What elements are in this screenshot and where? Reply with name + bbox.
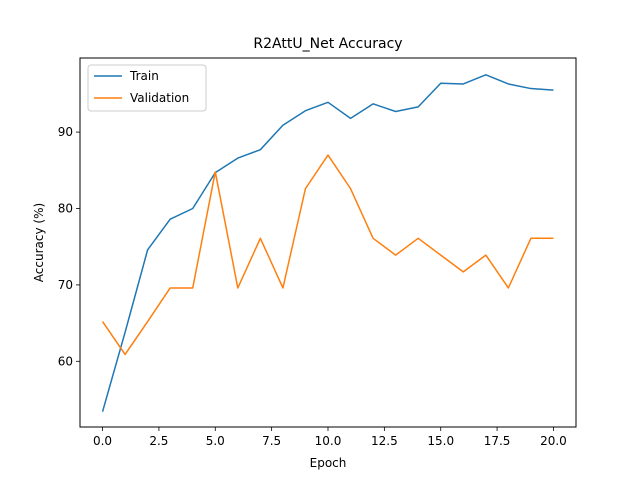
x-tick-label: 5.0 <box>206 434 225 448</box>
plot-frame <box>79 57 577 428</box>
x-tick-label: 2.5 <box>149 434 168 448</box>
y-axis: 60 70 80 90 <box>58 125 80 368</box>
x-tick-label: 12.5 <box>371 434 398 448</box>
y-tick-label: 90 <box>58 125 73 139</box>
legend-label: Validation <box>130 91 189 105</box>
y-tick-label: 80 <box>58 202 73 216</box>
chart-title: R2AttU_Net Accuracy <box>253 36 402 52</box>
x-tick-label: 15.0 <box>427 434 454 448</box>
y-tick-label: 60 <box>58 354 73 368</box>
x-tick-label: 20.0 <box>540 434 567 448</box>
x-axis-label: Epoch <box>310 456 347 470</box>
y-axis-label: Accuracy (%) <box>32 203 46 282</box>
x-tick-label: 0.0 <box>93 434 112 448</box>
series-lines <box>101 74 554 412</box>
y-tick-label: 70 <box>58 278 73 292</box>
legend: Train Validation <box>87 64 207 112</box>
x-tick-label: 10.0 <box>315 434 342 448</box>
legend-label: Train <box>129 69 159 83</box>
x-axis: 0.0 2.5 5.0 7.5 10.0 12.5 15.0 17.5 20.0 <box>93 427 567 448</box>
series-line-train <box>101 74 554 412</box>
x-tick-label: 17.5 <box>484 434 511 448</box>
series-line-validation <box>101 154 554 356</box>
x-tick-label: 7.5 <box>262 434 281 448</box>
